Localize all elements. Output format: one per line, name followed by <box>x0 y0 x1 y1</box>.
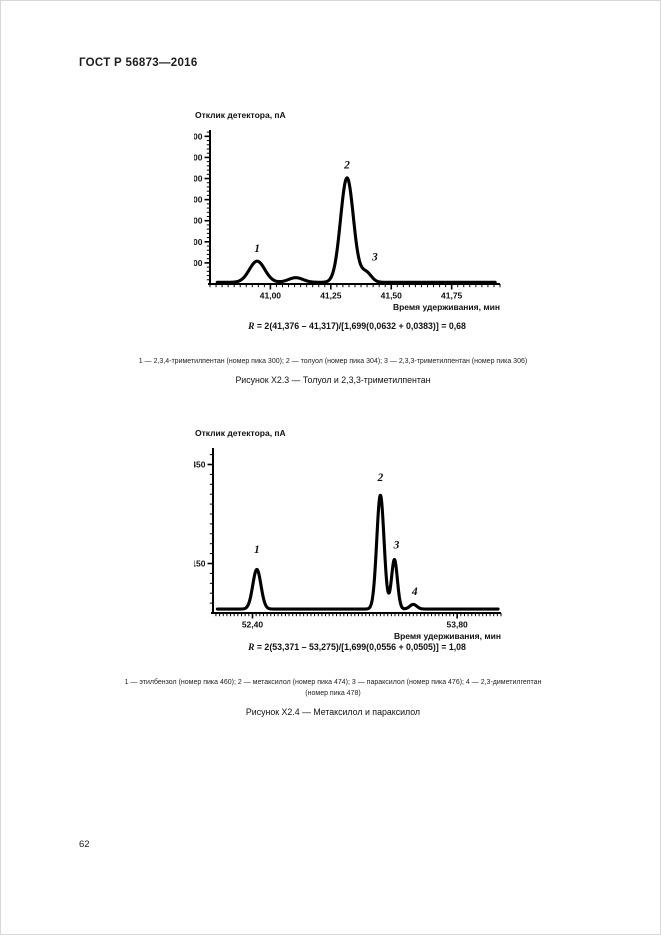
svg-text:4: 4 <box>411 586 418 598</box>
formula-body: = 2(41,376 – 41,317)/[1,699(0,0632 + 0,0… <box>254 321 466 331</box>
svg-text:41,25: 41,25 <box>320 291 342 301</box>
svg-text:1: 1 <box>254 243 260 255</box>
svg-text:500: 500 <box>194 174 203 184</box>
resolution-formula-x23: R = 2(41,376 – 41,317)/[1,699(0,0632 + 0… <box>196 321 518 332</box>
svg-text:52,40: 52,40 <box>242 620 264 630</box>
peak-legend-x24-line1: 1 — этилбензол (номер пика 460); 2 — мет… <box>124 679 542 686</box>
svg-text:Время удерживания, мин: Время удерживания, мин <box>394 631 501 641</box>
figure-title-x23: Рисунок Х2.3 — Толуол и 2,3,3-триметилпе… <box>235 375 431 385</box>
svg-text:3: 3 <box>371 251 378 263</box>
formula-body: = 2(53,371 – 53,275)/[1,699(0,0556 + 0,0… <box>254 642 466 652</box>
svg-text:41,75: 41,75 <box>441 291 463 301</box>
svg-text:41,50: 41,50 <box>381 291 403 301</box>
formula-variable: R <box>248 643 255 653</box>
svg-text:150: 150 <box>194 559 206 569</box>
svg-text:2: 2 <box>377 472 384 484</box>
svg-text:200: 200 <box>194 237 203 247</box>
document-header-title: ГОСТ Р 56873—2016 <box>79 57 198 69</box>
svg-text:Отклик детектора, пА: Отклик детектора, пА <box>195 428 286 438</box>
figure-title-x24: Рисунок Х2.4 — Метаксилол и параксилол <box>245 707 421 717</box>
svg-text:53,80: 53,80 <box>447 620 469 630</box>
svg-text:2: 2 <box>343 159 350 171</box>
chromatogram-figure-x24: 52,40 53,80 150 450 Отклик детектора, пА Врем… <box>194 428 502 641</box>
svg-text:Отклик детектора, пА: Отклик детектора, пА <box>195 110 286 120</box>
chromatogram-figure-x23: 41,00 41,25 41,50 41,75 100 200 300 400 500 600 70… <box>194 110 501 312</box>
peak-legend-x24-line2: (номер пика 478) <box>305 690 361 697</box>
peak-legend-x23: 1 — 2,3,4-триметилпентан (номер пика 300… <box>138 358 528 365</box>
svg-text:450: 450 <box>194 460 206 470</box>
svg-text:700: 700 <box>194 131 203 141</box>
svg-text:1: 1 <box>254 544 260 556</box>
page-number: 62 <box>79 839 90 850</box>
resolution-formula-x24: R = 2(53,371 – 53,275)/[1,699(0,0556 + 0… <box>196 642 518 653</box>
formula-variable: R <box>248 322 255 332</box>
svg-text:100: 100 <box>194 258 203 268</box>
svg-text:Время удерживания, мин: Время удерживания, мин <box>393 302 500 312</box>
svg-text:41,00: 41,00 <box>260 291 282 301</box>
svg-text:600: 600 <box>194 152 203 162</box>
svg-text:400: 400 <box>194 195 203 205</box>
svg-text:3: 3 <box>393 539 400 551</box>
svg-text:300: 300 <box>194 216 203 226</box>
